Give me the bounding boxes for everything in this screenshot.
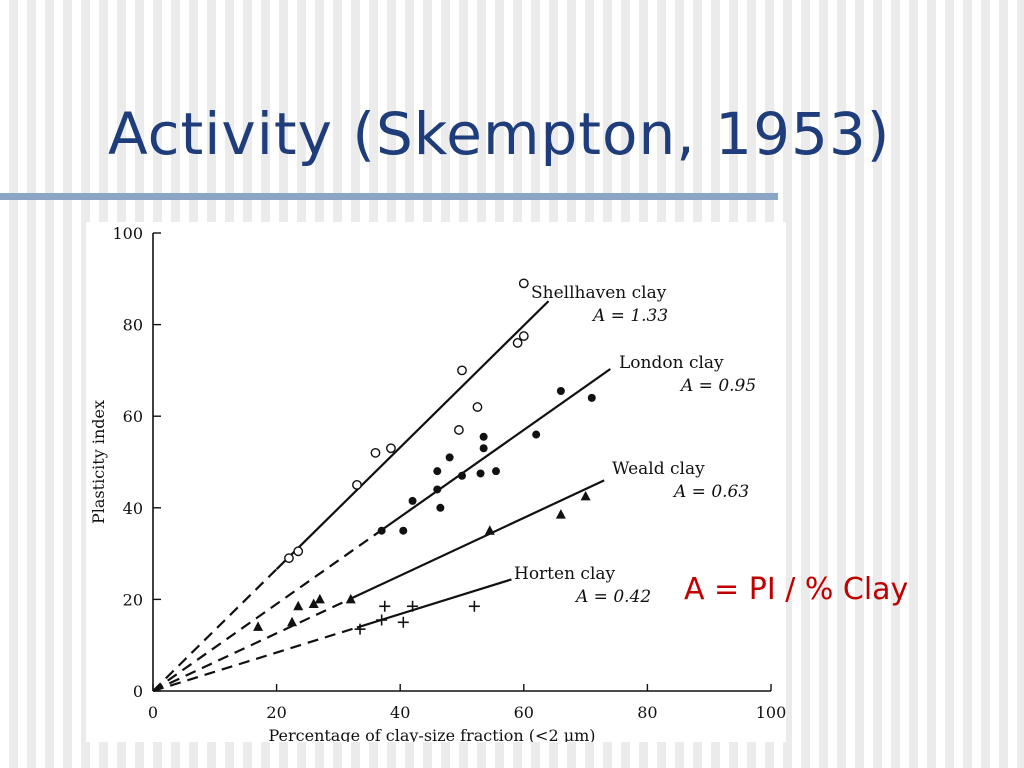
london-clay-activity-label: A = 0.95 [679,376,756,396]
weald-clay-activity-label: A = 0.63 [672,482,749,502]
london-clay-point [377,526,386,535]
y-tick-label: 80 [123,316,143,335]
horten-clay-point [407,600,419,612]
x-tick-label: 40 [390,703,410,722]
london-clay-point [587,393,596,402]
weald-clay-fit-dashed [152,597,352,692]
shellhaven-clay-point [293,546,304,557]
weald-clay-point [293,600,304,611]
shellhaven-clay-label: Shellhaven clay [531,283,667,303]
london-clay-point [532,430,541,439]
weald-clay-point [314,593,325,604]
weald-clay-point [287,616,298,627]
london-clay-point [433,467,442,476]
weald-clay-fit-line [350,479,605,600]
x-tick-label: 20 [266,703,286,722]
horten-clay-activity-label: A = 0.42 [574,587,651,607]
weald-clay-point [484,525,495,535]
london-clay-point [458,471,466,480]
y-tick-label: 60 [123,407,143,426]
shellhaven-clay-fit-dashed [152,568,278,692]
shellhaven-clay-point [518,331,529,341]
shellhaven-clay-point [518,278,529,289]
london-clay-label: London clay [619,353,724,373]
london-clay-point [479,444,488,453]
weald-clay-point [555,509,566,519]
y-tick-label: 0 [133,682,143,701]
y-tick-label: 40 [123,499,143,518]
title-divider [0,193,778,200]
horten-clay-point [354,623,366,635]
x-tick-label: 80 [637,703,657,722]
data-points [253,278,596,635]
y-axis-label: Plasticity index [89,400,108,524]
london-clay-point [476,469,485,478]
shellhaven-clay-point [457,365,467,376]
london-clay-point [445,453,454,462]
shellhaven-clay-point [352,479,362,490]
fit-lines [152,300,611,693]
weald-clay-point [253,621,264,631]
london-clay-point [433,485,442,494]
y-tick-label: 100 [112,224,143,243]
activity-chart: 0 20 40 60 80 100 0 20 40 60 80 100 Percentage of cl… [89,224,786,742]
london-clay-point [479,432,488,441]
weald-clay-label: Weald clay [612,459,705,479]
london-clay-point [436,503,445,512]
horten-clay-point [468,600,480,612]
chart-axes: 0 20 40 60 80 100 0 20 40 60 80 100 Percentage of cl… [89,224,786,742]
slide-title: Activity (Skempton, 1953) [108,100,891,168]
weald-clay-point [580,490,591,501]
london-clay-point [491,467,500,476]
london-clay-fit-dashed [152,529,383,692]
x-tick-label: 0 [148,703,158,722]
shellhaven-clay-point [512,338,523,348]
y-tick-label: 20 [123,590,143,609]
london-clay-point [399,526,408,535]
shellhaven-clay-fit-line [275,300,550,570]
horten-clay-fit-dashed [152,626,358,693]
shellhaven-clay-point [454,425,464,435]
shellhaven-clay-activity-label: A = 1.33 [591,306,668,326]
chart-image: 0 20 40 60 80 100 0 20 40 60 80 100 Percentage of cl… [86,222,786,742]
horten-clay-point [397,616,409,628]
horten-clay-point [379,600,391,612]
shellhaven-clay-point [472,402,483,412]
shellhaven-clay-point [284,553,294,564]
activity-formula: A = PI / % Clay [684,572,909,607]
x-tick-label: 100 [756,703,786,722]
x-axis-label: Percentage of clay-size fraction (<2 μm) [268,726,595,742]
series-labels: Shellhaven clay A = 1.33 London clay A = 0.… [514,283,756,607]
london-clay-point [556,387,565,396]
shellhaven-clay-point [386,443,396,454]
horten-clay-point [376,614,388,626]
london-clay-fit-line [381,368,611,531]
london-clay-point [408,496,417,505]
weald-clay-point [345,593,356,604]
x-tick-label: 60 [514,703,534,722]
shellhaven-clay-point [370,447,381,458]
weald-clay-point [308,598,319,608]
horten-clay-label: Horten clay [514,564,616,584]
